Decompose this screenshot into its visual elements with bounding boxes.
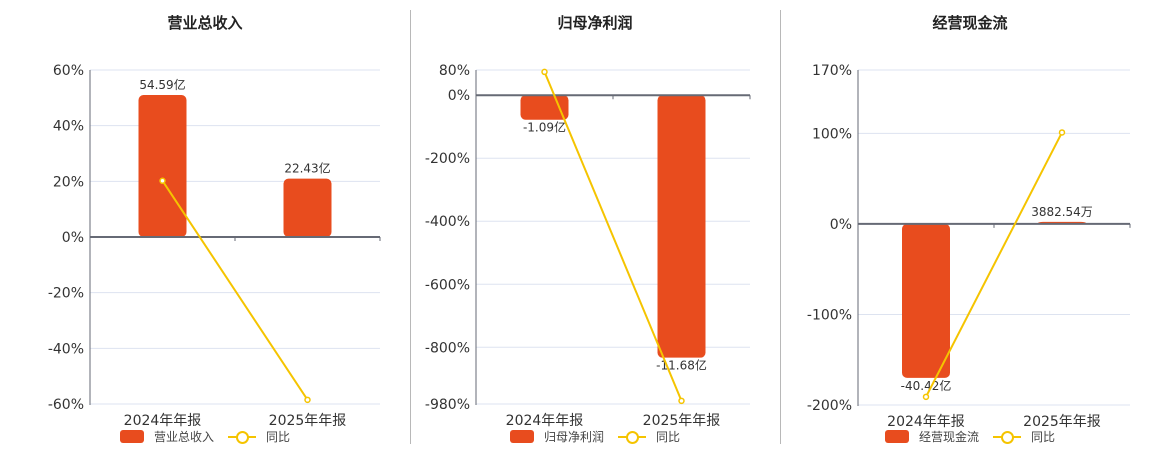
- y-tick-label: 170%: [812, 63, 852, 79]
- chart-title: 营业总收入: [167, 14, 243, 32]
- legend-bar-label[interactable]: 归母净利润: [543, 430, 604, 444]
- bar: [283, 178, 332, 237]
- y-tick-label: 0%: [830, 217, 852, 233]
- legend: 经营现金流 同比: [780, 428, 1160, 445]
- legend-bar-swatch[interactable]: [509, 430, 534, 443]
- y-tick-label: 100%: [812, 126, 852, 142]
- legend-line-label[interactable]: 同比: [266, 430, 291, 444]
- bar-data-label: -1.09亿: [523, 120, 566, 135]
- y-tick-label: -200%: [425, 151, 470, 167]
- x-tick-label: 2024年年报: [506, 413, 584, 429]
- yoy-point: [541, 68, 548, 76]
- legend-line-label[interactable]: 同比: [656, 430, 681, 444]
- bar-data-label: -40.42亿: [901, 378, 952, 393]
- divider: [780, 10, 781, 444]
- bar: [138, 95, 187, 237]
- legend: 归母净利润 同比: [410, 428, 780, 445]
- y-tick-label: 20%: [53, 174, 84, 190]
- bar-data-label: 54.59亿: [139, 77, 185, 92]
- x-tick-label: 2024年年报: [124, 413, 202, 429]
- legend: 营业总收入 同比: [0, 428, 410, 445]
- chart-plot: 170% 100% 0% -100% -200% -40.42亿 3882.54万 2024年…: [807, 63, 1131, 430]
- y-tick-label: -20%: [48, 286, 84, 302]
- yoy-point: [159, 177, 166, 185]
- legend-bar-swatch[interactable]: [884, 430, 909, 443]
- y-tick-label: -60%: [48, 397, 84, 413]
- x-tick-label: 2024年年报: [887, 414, 965, 430]
- legend-line-swatch[interactable]: [993, 430, 1021, 444]
- y-tick-label: -800%: [425, 340, 470, 356]
- bar: [520, 95, 569, 120]
- chart-panel-net-profit: 归母净利润 80% 0% -200% -400% -600% -800% -980% -1.0…: [410, 0, 780, 450]
- y-tick-label: 40%: [53, 119, 84, 135]
- legend-bar-label[interactable]: 营业总收入: [153, 430, 214, 444]
- legend-bar-label[interactable]: 经营现金流: [918, 430, 979, 444]
- y-tick-label: 60%: [53, 63, 84, 79]
- chart-title: 归母净利润: [557, 14, 633, 32]
- y-tick-label: 80%: [439, 63, 470, 79]
- bar-data-label: 22.43亿: [284, 161, 330, 176]
- chart-plot: 80%0%-200%-400%-600%-800%-980%-1.09亿-11.…: [425, 63, 751, 429]
- chart-plot: 60% 40% 20% 0% -20% -40% -60% 54.59亿 22.43亿 2024年…: [48, 63, 381, 429]
- legend-bar-swatch[interactable]: [119, 430, 144, 443]
- yoy-point: [304, 396, 311, 404]
- legend-line-swatch[interactable]: [618, 430, 646, 444]
- chart-title: 经营现金流: [932, 14, 1008, 32]
- yoy-line: [161, 180, 309, 401]
- chart-panel-revenue: 营业总收入 60% 40% 20% 0% -20% -40% -60% 54.59亿 22.43…: [0, 0, 410, 450]
- x-tick-label: 2025年年报: [1023, 414, 1101, 430]
- divider: [410, 10, 411, 444]
- bar-data-label: 3882.54万: [1031, 205, 1093, 219]
- yoy-point: [1058, 129, 1066, 136]
- y-tick-label: -400%: [425, 214, 470, 230]
- y-tick-label: -200%: [807, 398, 852, 414]
- yoy-line: [925, 132, 1063, 398]
- x-tick-label: 2025年年报: [643, 413, 721, 429]
- chart-panel-operating-cashflow: 经营现金流 170% 100% 0% -100% -200% -40.42亿 3882.54…: [780, 0, 1160, 450]
- bar: [902, 223, 950, 378]
- legend-line-swatch[interactable]: [228, 430, 256, 444]
- y-tick-label: -600%: [425, 277, 470, 293]
- y-tick-label: 0%: [448, 88, 470, 104]
- legend-line-label[interactable]: 同比: [1031, 430, 1056, 444]
- bar: [657, 95, 706, 358]
- y-tick-label: -40%: [48, 341, 84, 357]
- y-tick-label: -100%: [807, 307, 852, 323]
- y-tick-label: -980%: [425, 397, 470, 413]
- yoy-line: [543, 71, 683, 402]
- yoy-point: [678, 397, 685, 405]
- yoy-point: [922, 393, 930, 401]
- x-tick-label: 2025年年报: [269, 413, 347, 429]
- y-tick-label: 0%: [62, 230, 84, 246]
